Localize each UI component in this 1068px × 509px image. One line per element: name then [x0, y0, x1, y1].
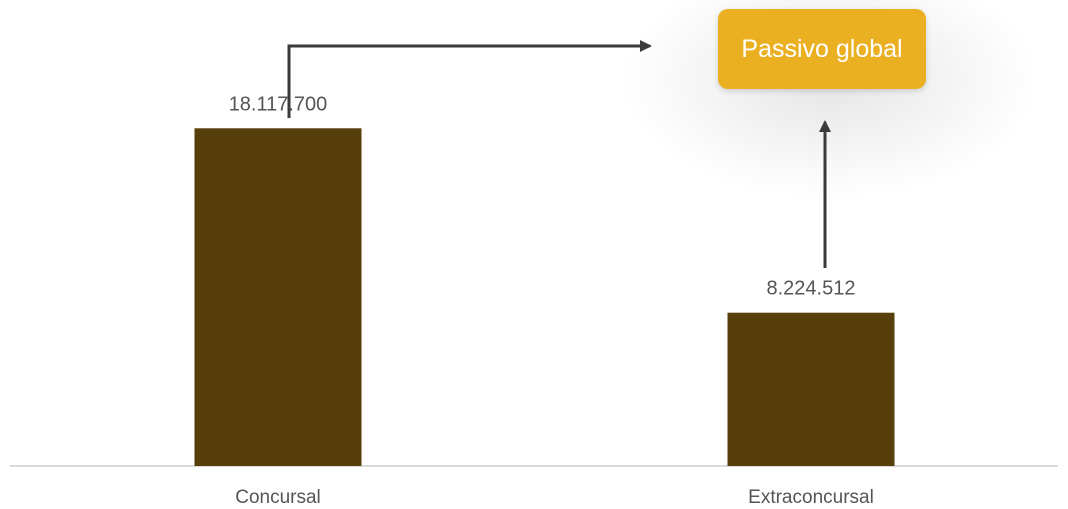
value-label-extraconcursal: 8.224.512 — [767, 278, 856, 300]
bar-concursal — [194, 128, 362, 466]
category-label-concursal: Concursal — [235, 487, 321, 508]
passivo-global-label: Passivo global — [741, 35, 903, 63]
bar-extraconcursal — [727, 312, 895, 466]
bars-group — [194, 128, 895, 466]
value-label-concursal: 18.117.700 — [229, 93, 328, 115]
category-label-extraconcursal: Extraconcursal — [748, 487, 874, 508]
passivo-global-annotation: Passivo global — [718, 9, 926, 89]
value-labels-group: 18.117.700 8.224.512 — [229, 93, 856, 299]
category-labels-group: Concursal Extraconcursal — [235, 487, 874, 508]
arrow-right-icon — [287, 40, 652, 118]
